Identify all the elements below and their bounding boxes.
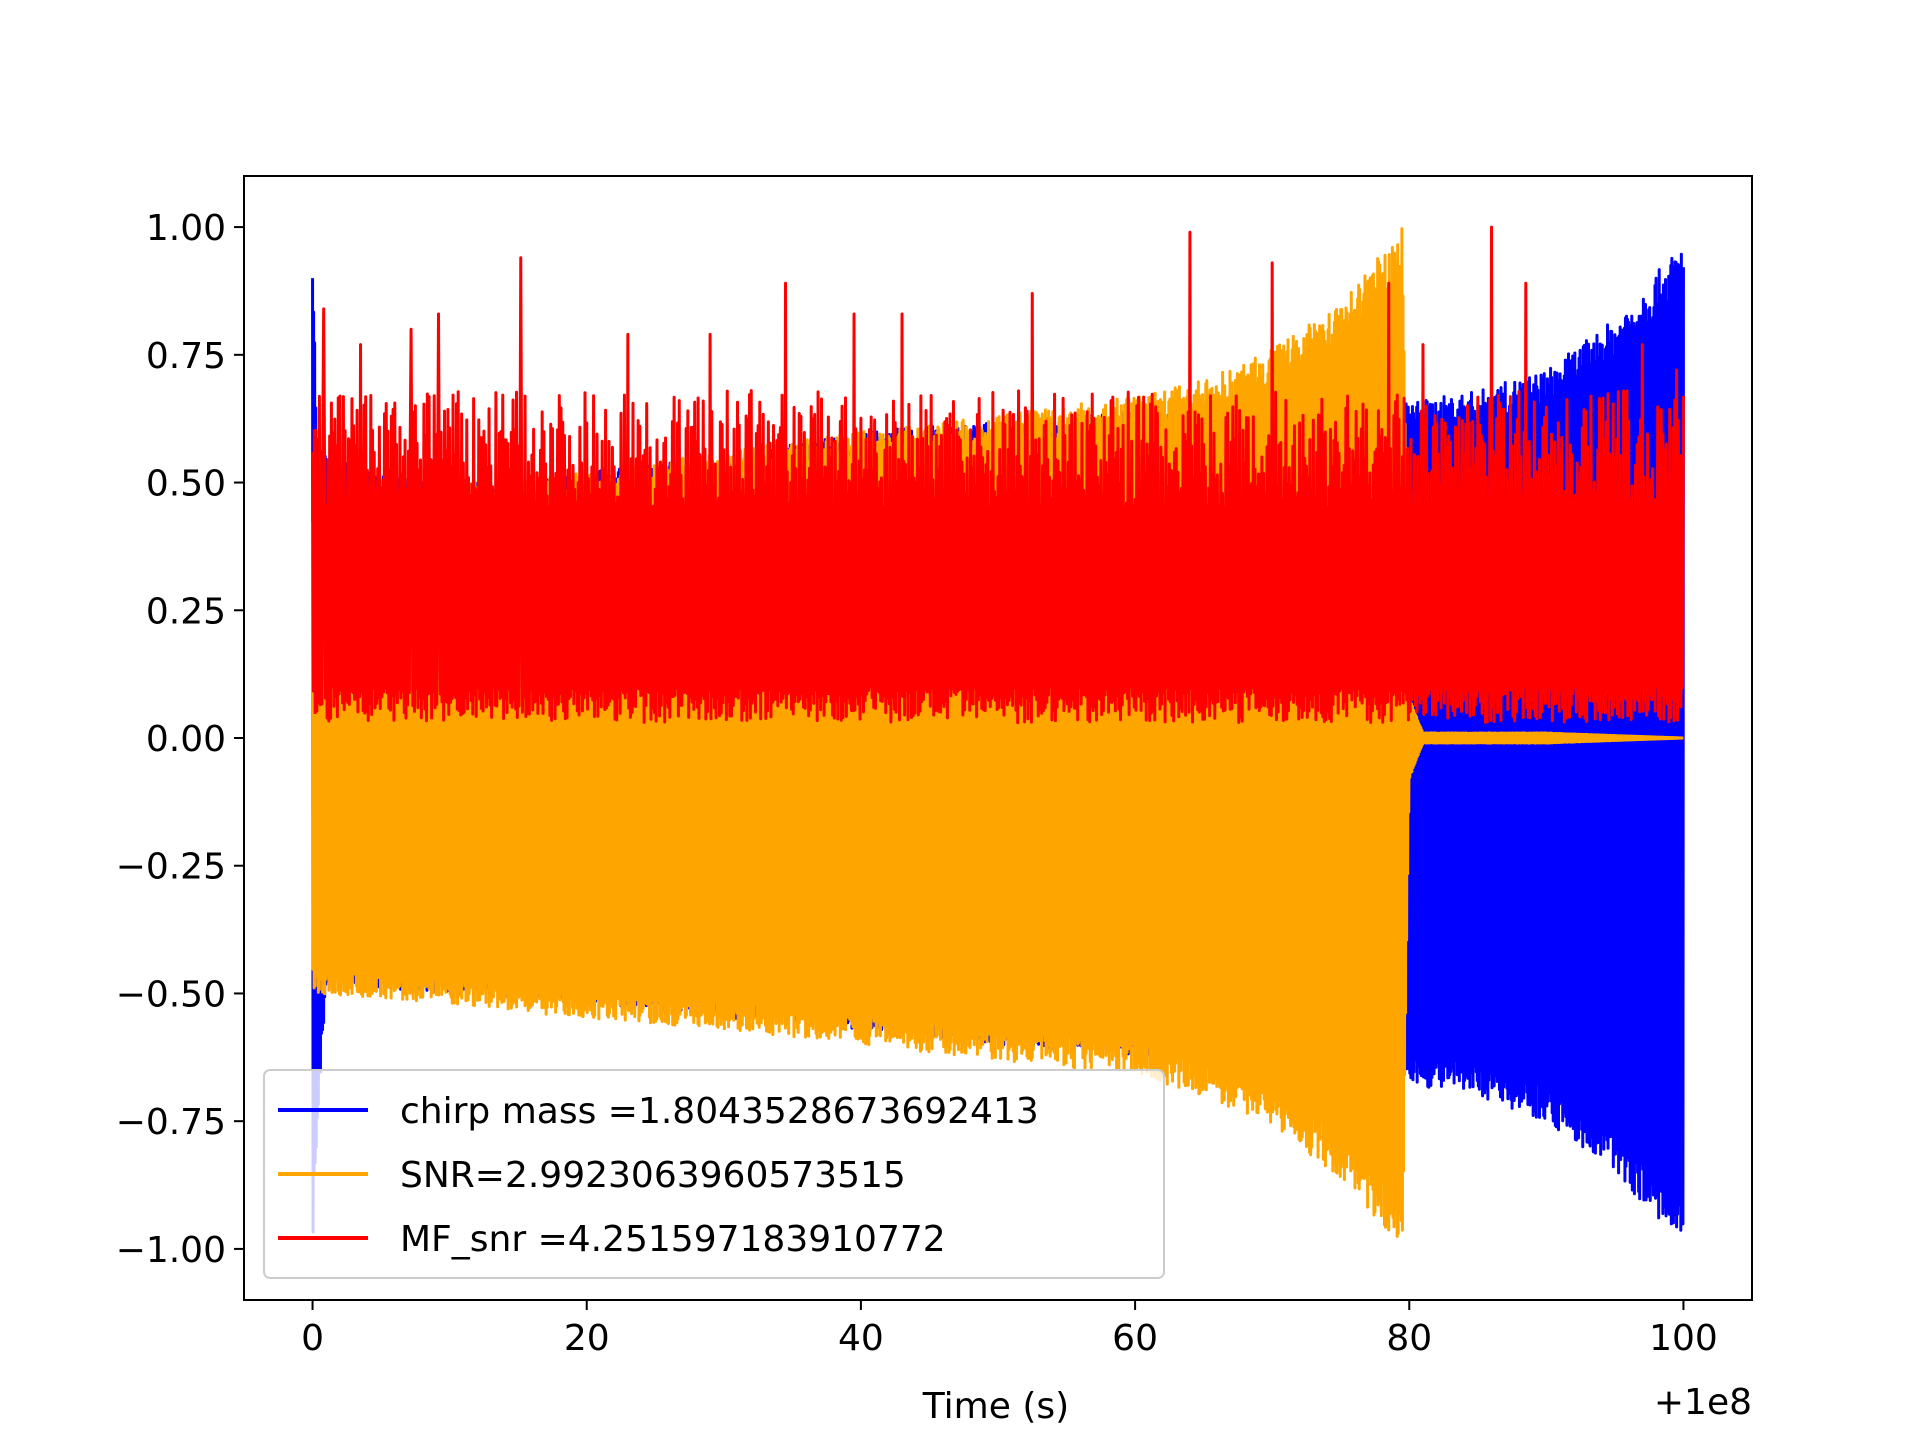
- y-tick-label: 0.00: [146, 719, 226, 760]
- x-axis-label: Time (s): [922, 1386, 1069, 1427]
- legend-box: [263, 1069, 1165, 1279]
- y-tick-label: −0.75: [116, 1102, 226, 1143]
- x-offset-label: +1e8: [1654, 1382, 1752, 1423]
- x-tick-label: 100: [1649, 1318, 1718, 1359]
- y-tick-label: 0.25: [146, 591, 226, 632]
- series-layer: [311, 225, 1685, 1238]
- legend-label: chirp mass =1.8043528673692413: [400, 1091, 1039, 1132]
- series-line: [311, 225, 1685, 725]
- y-tick-label: −1.00: [116, 1230, 226, 1271]
- y-tick-label: 0.75: [146, 336, 226, 377]
- x-tick-label: 0: [301, 1318, 324, 1359]
- y-tick-label: −0.50: [116, 974, 226, 1015]
- x-axis: 0 20 40 60 80 100: [301, 1300, 1718, 1359]
- series-line: [311, 227, 1685, 1238]
- legend-label: SNR=2.9923063960573515: [400, 1155, 906, 1196]
- x-tick-label: 80: [1386, 1318, 1432, 1359]
- legend-label: MF_snr =4.251597183910772: [400, 1219, 946, 1260]
- series-2: [311, 225, 1685, 725]
- x-tick-label: 40: [838, 1318, 884, 1359]
- series-1: [311, 227, 1685, 1238]
- y-tick-label: 0.50: [146, 464, 226, 505]
- x-tick-label: 20: [564, 1318, 610, 1359]
- x-tick-label: 60: [1112, 1318, 1158, 1359]
- y-tick-label: −0.25: [116, 847, 226, 888]
- y-axis: 1.00 0.75 0.50 0.25 0.00 −0.25 −0.50 −0.75 −1.00: [116, 208, 244, 1271]
- y-tick-label: 1.00: [146, 208, 226, 249]
- legend: chirp mass =1.8043528673692413 SNR=2.9923…: [263, 1069, 1165, 1279]
